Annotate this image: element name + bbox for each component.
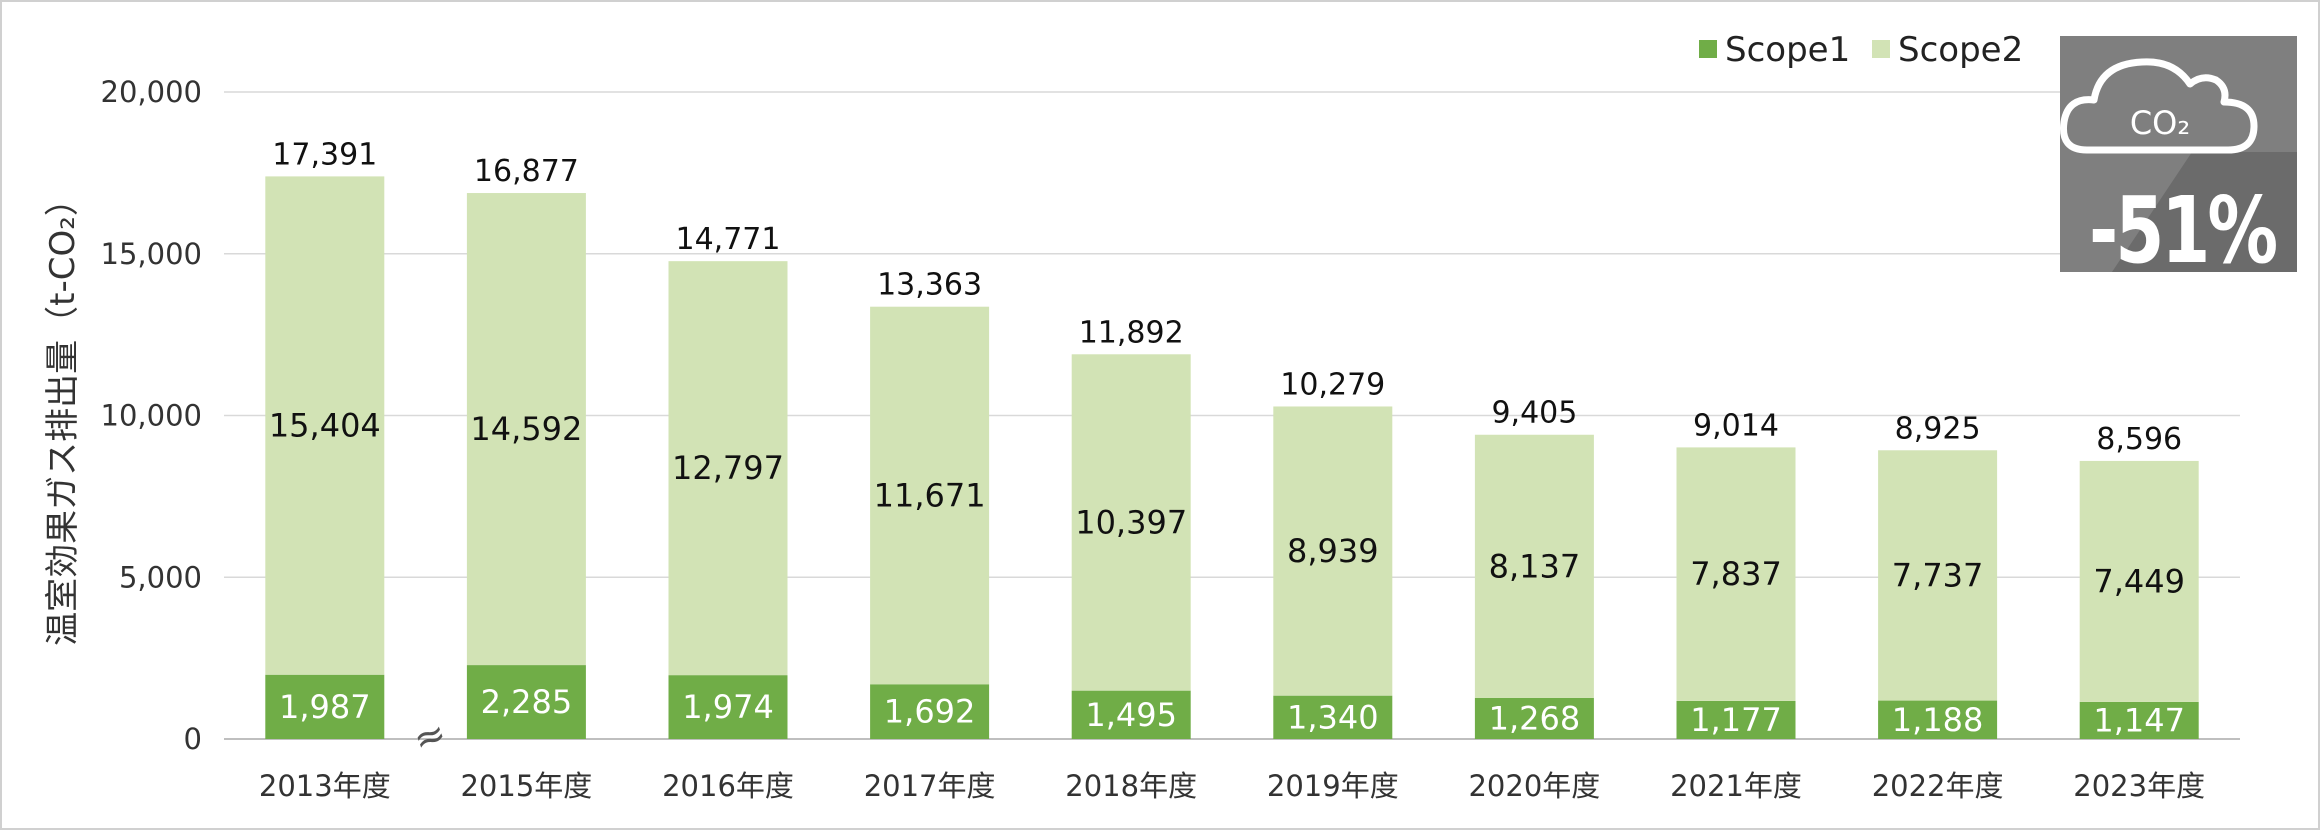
y-tick-label: 5,000 (119, 560, 202, 594)
legend-item-scope2: Scope2 (1872, 30, 2023, 70)
legend-swatch-scope1 (1699, 40, 1717, 58)
legend-swatch-scope2 (1872, 40, 1890, 58)
x-tick-label: 2020年度 (1468, 769, 1600, 803)
bar-group: 1,340 8,939 10,279 (1273, 367, 1393, 739)
bar-scope2 (2079, 460, 2199, 702)
data-label-scope2: 8,939 (1287, 532, 1379, 570)
bar-scope2 (1273, 406, 1393, 696)
bar-scope1 (1273, 695, 1393, 739)
total-label: 10,279 (1280, 367, 1385, 402)
badge-shadow (2112, 152, 2297, 272)
axis-break-mark: ≈ (407, 710, 452, 762)
bar-scope1 (1071, 690, 1191, 739)
data-label-scope2: 7,737 (1892, 556, 1984, 594)
data-label-scope1: 1,692 (884, 693, 976, 731)
data-label-scope2: 7,449 (2093, 562, 2185, 600)
bar-group: 2,285 14,592 16,877 (466, 154, 586, 739)
bar-scope2 (1676, 447, 1796, 701)
bar-group: 1,147 7,449 8,596 (2079, 422, 2199, 739)
data-label-scope2: 12,797 (672, 449, 784, 487)
bar-group: 1,987 15,404 17,391 (265, 137, 385, 739)
data-label-scope1: 2,285 (481, 683, 573, 721)
y-tick-label: 15,000 (101, 237, 202, 271)
y-tick-label: 20,000 (101, 75, 202, 109)
total-label: 17,391 (272, 137, 377, 172)
data-label-scope2: 7,837 (1690, 555, 1782, 593)
bar-scope1 (466, 665, 586, 739)
bar-scope2 (668, 261, 788, 676)
data-label-scope2: 15,404 (269, 407, 381, 445)
total-label: 11,892 (1079, 315, 1184, 350)
bar-scope1 (2079, 701, 2199, 739)
bar-group: 1,495 10,397 11,892 (1071, 315, 1191, 739)
data-label-scope2: 14,592 (470, 410, 582, 448)
data-label-scope1: 1,340 (1287, 698, 1379, 736)
bar-scope1 (1474, 697, 1594, 739)
y-tick-label: 0 (184, 722, 202, 756)
bar-group: 1,177 7,837 9,014 (1676, 408, 1796, 739)
data-label-scope1: 1,495 (1085, 696, 1177, 734)
data-label-scope1: 1,268 (1489, 699, 1581, 737)
bar-scope1 (1676, 700, 1796, 739)
data-label-scope1: 1,188 (1892, 701, 1984, 739)
data-label-scope2: 11,671 (874, 476, 986, 514)
total-label: 14,771 (676, 222, 781, 257)
bar-scope2 (870, 306, 990, 685)
bars: 1,98715,40417,3912,28514,59216,8771,9741… (265, 137, 2199, 739)
y-tick-label: 10,000 (101, 399, 202, 433)
y-axis-title: 温室効果ガス排出量（t-CO₂） (43, 182, 83, 646)
reduction-badge: CO₂ -51% (2059, 36, 2297, 284)
x-tick-label: 2019年度 (1267, 769, 1399, 803)
total-label: 9,014 (1693, 408, 1779, 443)
x-tick-label: 2021年度 (1670, 769, 1802, 803)
data-label-scope2: 10,397 (1075, 503, 1187, 541)
total-label: 8,925 (1895, 411, 1981, 446)
bar-scope1 (1878, 700, 1998, 739)
total-label: 13,363 (877, 268, 982, 303)
data-label-scope1: 1,974 (682, 688, 774, 726)
x-tick-label: 2018年度 (1065, 769, 1197, 803)
legend-item-scope1: Scope1 (1699, 30, 1850, 70)
total-label: 9,405 (1491, 396, 1577, 431)
bar-scope2 (1071, 354, 1191, 691)
bar-group: 1,188 7,737 8,925 (1878, 411, 1998, 739)
bar-group: 1,974 12,797 14,771 (668, 222, 788, 739)
bar-scope1 (870, 684, 990, 739)
bar-scope2 (1878, 450, 1998, 701)
bar-group: 1,692 11,671 13,363 (870, 268, 990, 739)
bar-scope2 (265, 176, 385, 675)
bar-group: 1,268 8,137 9,405 (1474, 396, 1594, 739)
bar-scope2 (1474, 434, 1594, 698)
total-label: 8,596 (2096, 422, 2182, 457)
x-tick-label: 2022年度 (1872, 769, 2004, 803)
x-tick-label: 2017年度 (864, 769, 996, 803)
data-label-scope1: 1,987 (279, 688, 371, 726)
co2-label: CO₂ (2130, 104, 2190, 142)
x-tick-label: 2015年度 (460, 769, 592, 803)
co2-cloud-icon: CO₂ (2059, 58, 2258, 154)
data-label-scope1: 1,177 (1690, 701, 1782, 739)
x-tick-label: 2013年度 (259, 769, 391, 803)
y-axis-ticks: 0 5,000 10,000 15,000 20,000 (101, 75, 202, 756)
x-tick-label: 2016年度 (662, 769, 794, 803)
data-label-scope1: 1,147 (2093, 701, 2185, 739)
bar-scope2 (466, 193, 586, 666)
bar-scope1 (668, 675, 788, 739)
legend-label-scope2: Scope2 (1898, 30, 2023, 70)
total-label: 16,877 (474, 154, 579, 189)
x-axis-ticks: 2013年度 2015年度 2016年度 2017年度 2018年度 2019年度 2020… (259, 769, 2205, 803)
data-label-scope2: 8,137 (1489, 547, 1581, 585)
x-tick-label: 2023年度 (2073, 769, 2205, 803)
legend: Scope1 Scope2 (1699, 30, 2023, 70)
legend-label-scope1: Scope1 (1725, 30, 1850, 70)
bar-scope1 (265, 674, 385, 739)
badge-value: -51% (2089, 177, 2276, 284)
